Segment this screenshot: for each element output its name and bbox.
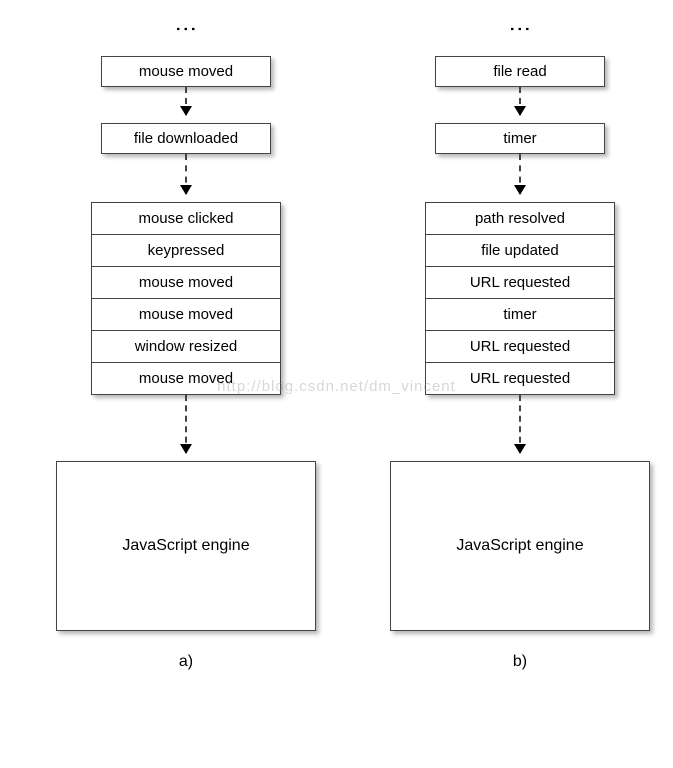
- stack-item: file updated: [426, 235, 614, 267]
- column-a: ⋮ mouse moved file downloaded mouse clic…: [36, 0, 336, 671]
- engine-box: JavaScript engine: [390, 461, 650, 631]
- stack-item: mouse clicked: [92, 203, 280, 235]
- column-b: ⋮ file read timer path resolved file upd…: [370, 0, 670, 671]
- event-box: mouse moved: [101, 56, 271, 87]
- arrow-down-icon: [519, 395, 521, 453]
- arrow-down-icon: [519, 87, 521, 115]
- event-box: timer: [435, 123, 605, 154]
- stack-item: mouse moved: [92, 267, 280, 299]
- caption-label: b): [513, 653, 527, 671]
- ellipsis-icon: ⋮: [181, 18, 191, 42]
- stack-item: mouse moved: [92, 363, 280, 394]
- arrow-down-icon: [185, 87, 187, 115]
- stack-item: mouse moved: [92, 299, 280, 331]
- stack-item: URL requested: [426, 267, 614, 299]
- stack-item: path resolved: [426, 203, 614, 235]
- arrow-down-icon: [185, 154, 187, 194]
- stack-item: keypressed: [92, 235, 280, 267]
- caption-label: a): [179, 653, 193, 671]
- stack-item: window resized: [92, 331, 280, 363]
- diagram-canvas: ⋮ mouse moved file downloaded mouse clic…: [0, 0, 673, 768]
- ellipsis-icon: ⋮: [515, 18, 525, 42]
- event-stack: mouse clicked keypressed mouse moved mou…: [91, 202, 281, 395]
- stack-item: URL requested: [426, 363, 614, 394]
- event-box: file downloaded: [101, 123, 271, 154]
- engine-box: JavaScript engine: [56, 461, 316, 631]
- arrow-down-icon: [185, 395, 187, 453]
- stack-item: timer: [426, 299, 614, 331]
- stack-item: URL requested: [426, 331, 614, 363]
- event-stack: path resolved file updated URL requested…: [425, 202, 615, 395]
- arrow-down-icon: [519, 154, 521, 194]
- event-box: file read: [435, 56, 605, 87]
